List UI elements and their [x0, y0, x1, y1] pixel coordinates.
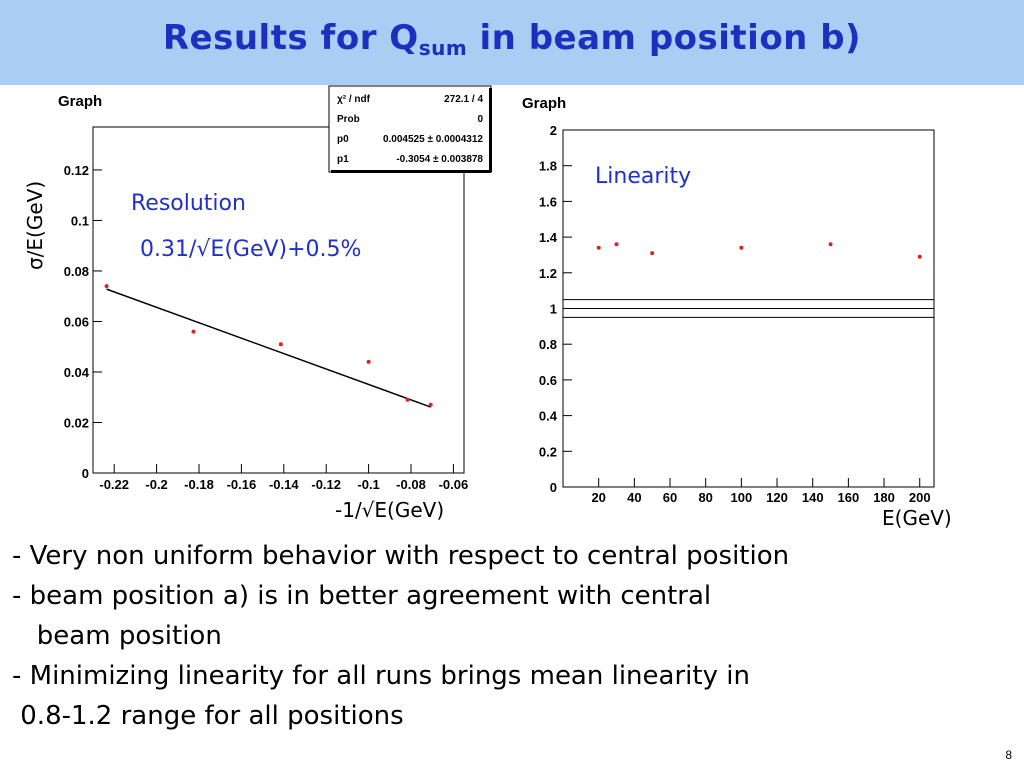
- linearity-x-tick-label: 40: [627, 490, 641, 505]
- linearity-x-tick-label: 140: [802, 490, 824, 505]
- linearity-y-tick-label: 1: [550, 302, 557, 317]
- linearity-data-point: [828, 242, 833, 247]
- linearity-y-tick-label: 0.2: [539, 444, 557, 459]
- resolution-x-tick-label: -0.08: [396, 477, 426, 492]
- bullet-line: 0.8-1.2 range for all positions: [12, 701, 404, 731]
- linearity-x-tick-label: 60: [663, 490, 677, 505]
- resolution-x-tick-label: -0.18: [184, 477, 214, 492]
- linearity-x-tick-label: 200: [909, 490, 931, 505]
- page-number: 8: [1005, 748, 1012, 762]
- stats-row-label: χ² / ndf: [337, 94, 371, 105]
- resolution-chart: Graph -0.22 -0.2 -0.18 -0.16 -0.14 -0.12 -0.1-…: [23, 93, 468, 522]
- resolution-data-point: [405, 397, 410, 402]
- resolution-y-axis-title: σ/E(GeV): [23, 181, 47, 270]
- bullet-line: - Very non uniform behavior with respect…: [12, 541, 790, 571]
- linearity-chart-title: Graph: [522, 95, 566, 112]
- linearity-y-tick-label: 0.6: [539, 373, 557, 388]
- bullet-line: - beam position a) is in better agreemen…: [12, 581, 712, 611]
- linearity-data-point: [596, 245, 601, 250]
- resolution-y-tick-label: 0.12: [64, 163, 89, 178]
- stats-row-label: p0: [337, 134, 349, 145]
- stats-box-shadow-side: [489, 88, 492, 172]
- resolution-chart-title: Graph: [58, 93, 102, 110]
- title-tail: in beam position b): [467, 18, 862, 58]
- linearity-x-tick-label: 100: [731, 490, 753, 505]
- stats-box-shadow: [331, 170, 491, 173]
- linearity-data-point: [614, 242, 619, 247]
- stats-row-value: 272.1 / 4: [444, 94, 483, 105]
- stats-row-label: p1: [337, 154, 349, 165]
- resolution-x-tick-label: -0.1: [357, 477, 379, 492]
- resolution-y-tick-label: 0.08: [64, 264, 89, 279]
- linearity-x-tick-label: 20: [591, 490, 605, 505]
- linearity-x-tick-label: 160: [838, 490, 860, 505]
- resolution-data-point: [191, 329, 196, 334]
- linearity-data-point: [917, 254, 922, 259]
- title-subscript: sum: [418, 36, 468, 60]
- resolution-data-point: [278, 342, 283, 347]
- linearity-y-tick-label: 0.8: [539, 337, 557, 352]
- resolution-y-tick-label: 0.04: [64, 365, 90, 380]
- linearity-chart: Graph 20 40 60 80 100 120 140 160 180 200 0 0.2 0.4 0…: [522, 95, 952, 530]
- linearity-y-tick-label: 1.4: [539, 230, 558, 245]
- linearity-y-tick-label: 1.2: [539, 266, 557, 281]
- linearity-data-point: [650, 251, 655, 256]
- resolution-axes: -0.22 -0.2 -0.18 -0.16 -0.14 -0.12 -0.1 -0.08 -0…: [64, 163, 469, 492]
- resolution-data-point: [104, 284, 109, 289]
- resolution-x-tick-label: -0.06: [439, 477, 469, 492]
- resolution-fit-line: [106, 288, 431, 408]
- linearity-x-tick-label: 180: [873, 490, 895, 505]
- stats-row-value: -0.3054 ± 0.003878: [396, 154, 483, 165]
- linearity-y-tick-label: 2: [550, 123, 557, 138]
- linearity-y-tick-label: 1.8: [539, 159, 557, 174]
- resolution-y-tick-label: 0: [82, 466, 89, 481]
- bullet-list: - Very non uniform behavior with respect…: [12, 536, 1012, 736]
- linearity-annotation: Linearity: [595, 164, 691, 189]
- linearity-y-tick-label: 0: [550, 480, 557, 495]
- resolution-x-tick-label: -0.2: [145, 477, 167, 492]
- resolution-y-tick-label: 0.1: [71, 213, 89, 228]
- resolution-x-tick-label: -0.12: [311, 477, 341, 492]
- resolution-x-tick-label: -0.16: [227, 477, 257, 492]
- resolution-y-tick-label: 0.02: [64, 415, 89, 430]
- linearity-axes: 20 40 60 80 100 120 140 160 180 200 0 0.2 0.4 0.6 0.8 1…: [539, 123, 931, 505]
- resolution-annotation: Resolution: [131, 191, 246, 216]
- stats-row-label: Prob: [337, 114, 360, 125]
- slide-title: Results for Qsum in beam position b): [0, 18, 1024, 60]
- resolution-fit-segment: [106, 288, 431, 408]
- resolution-formula: 0.31/√E(GeV)+0.5%: [140, 237, 361, 262]
- linearity-y-tick-label: 1.6: [539, 194, 557, 209]
- stats-rows: χ² / ndf 272.1 / 4 Prob 0 p0 0.004525 ± 0.000…: [337, 94, 483, 165]
- linearity-x-axis-title: E(GeV): [882, 506, 952, 530]
- resolution-y-tick-label: 0.06: [64, 314, 89, 329]
- linearity-y-tick-label: 0.4: [539, 409, 558, 424]
- fit-stats-box: χ² / ndf 272.1 / 4 Prob 0 p0 0.004525 ± 0.000…: [328, 85, 492, 173]
- linearity-data-point: [739, 245, 744, 250]
- stats-row-value: 0: [477, 114, 483, 125]
- resolution-x-axis-title: -1/√E(GeV): [335, 498, 444, 522]
- title-bar: [0, 0, 1024, 85]
- resolution-data-point: [428, 402, 433, 407]
- stats-row-value: 0.004525 ± 0.0004312: [383, 134, 483, 145]
- linearity-x-tick-label: 80: [698, 490, 712, 505]
- resolution-x-tick-label: -0.14: [269, 477, 299, 492]
- bullet-line: beam position: [12, 621, 222, 651]
- resolution-data-point: [366, 359, 371, 364]
- resolution-plot-frame: [92, 126, 465, 474]
- linearity-points: [596, 242, 922, 259]
- linearity-reference-lines: [563, 299, 934, 318]
- resolution-x-tick-label: -0.22: [99, 477, 129, 492]
- title-main: Results for Q: [162, 18, 419, 58]
- resolution-points: [104, 284, 433, 407]
- bullet-line: - Minimizing linearity for all runs brin…: [12, 661, 750, 691]
- linearity-x-tick-label: 120: [766, 490, 788, 505]
